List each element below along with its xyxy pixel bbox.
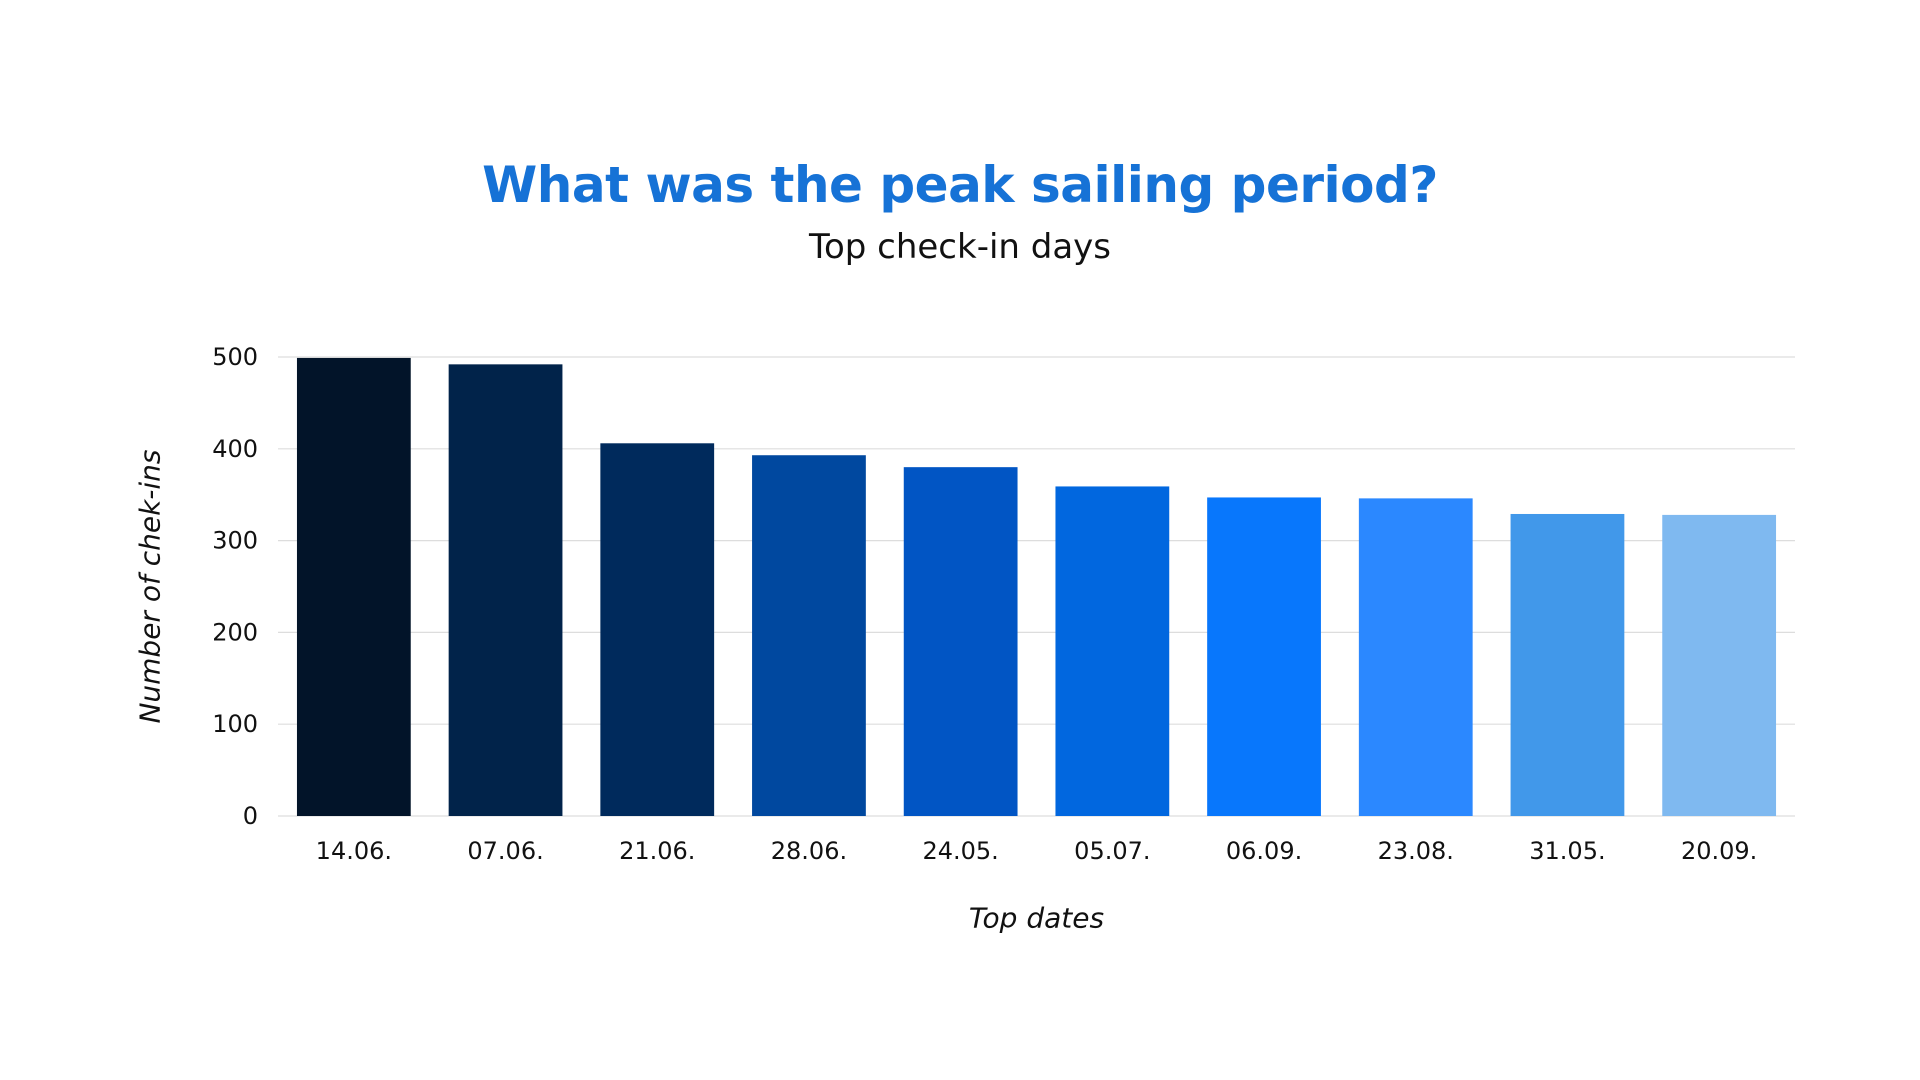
x-tick-label: 24.05.: [922, 837, 998, 865]
bar-31-05: [1510, 513, 1625, 816]
y-tick-label: 300: [212, 527, 258, 555]
bar-06-09: [1207, 497, 1321, 816]
x-tick-label: 28.06.: [771, 837, 847, 865]
bar-24-05: [903, 467, 1018, 816]
bars: [296, 357, 1777, 816]
y-axis-ticks: 0 100 200 300 400 500: [212, 343, 258, 830]
y-axis-title: Number of chek-ins: [134, 449, 167, 723]
x-tick-label: 31.05.: [1529, 837, 1605, 865]
bar-05-07: [1055, 486, 1170, 816]
bar-14-06: [296, 357, 411, 816]
y-tick-label: 500: [212, 343, 258, 371]
bar-21-06: [600, 443, 715, 816]
bar-20-09: [1662, 514, 1777, 816]
y-tick-label: 200: [212, 618, 258, 646]
x-axis-ticks: 14.06. 07.06. 21.06. 28.06. 24.05. 05.07. 06.0…: [316, 837, 1758, 865]
x-tick-label: 14.06.: [316, 837, 392, 865]
bar-28-06: [752, 455, 866, 816]
x-axis-title: Top dates: [969, 902, 1104, 935]
y-tick-label: 400: [212, 435, 258, 463]
bar-07-06: [448, 364, 563, 816]
y-tick-label: 0: [243, 802, 258, 830]
x-tick-label: 07.06.: [467, 837, 543, 865]
x-tick-label: 06.09.: [1226, 837, 1302, 865]
x-tick-label: 23.08.: [1378, 837, 1454, 865]
bar-23-08: [1358, 498, 1473, 816]
x-tick-label: 21.06.: [619, 837, 695, 865]
x-tick-label: 20.09.: [1681, 837, 1757, 865]
x-tick-label: 05.07.: [1074, 837, 1150, 865]
chart-header: What was the peak sailing period? Top ch…: [0, 150, 1920, 272]
y-tick-label: 100: [212, 710, 258, 738]
chart-title: What was the peak sailing period?: [482, 156, 1438, 214]
chart-subtitle: Top check-in days: [808, 227, 1112, 267]
